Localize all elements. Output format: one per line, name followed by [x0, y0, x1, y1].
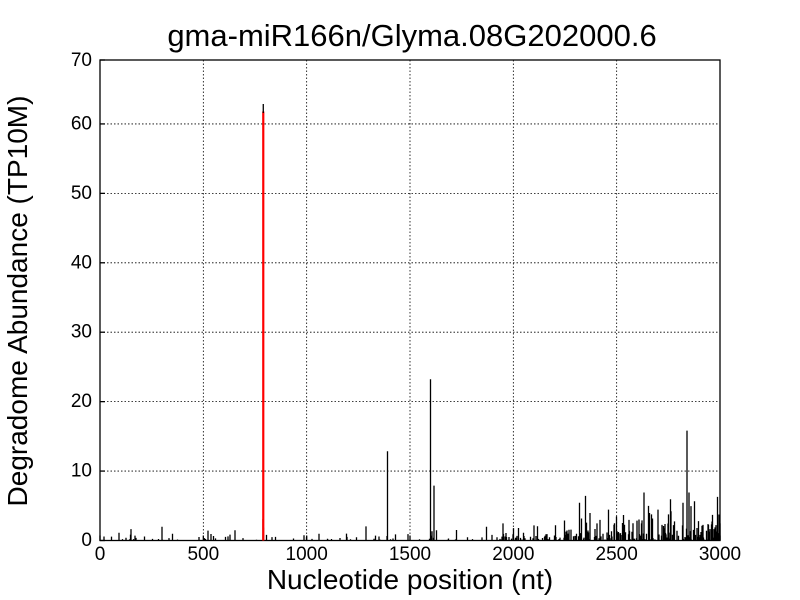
svg-text:0: 0: [95, 544, 106, 565]
svg-text:70: 70: [71, 50, 92, 71]
svg-text:40: 40: [71, 252, 92, 273]
svg-text:2500: 2500: [596, 544, 638, 565]
svg-text:1000: 1000: [286, 544, 328, 565]
svg-text:500: 500: [187, 544, 219, 565]
svg-text:gma-miR166n/Glyma.08G202000.6: gma-miR166n/Glyma.08G202000.6: [167, 18, 656, 53]
svg-text:20: 20: [71, 391, 92, 412]
svg-text:0: 0: [81, 530, 92, 551]
svg-text:50: 50: [71, 183, 92, 204]
svg-text:60: 60: [71, 113, 92, 134]
svg-text:30: 30: [71, 322, 92, 343]
svg-text:3000: 3000: [699, 544, 741, 565]
svg-text:Degradome Abundance (TP10M): Degradome Abundance (TP10M): [2, 96, 33, 507]
svg-text:Nucleotide position (nt): Nucleotide position (nt): [267, 564, 553, 595]
svg-text:2000: 2000: [492, 544, 534, 565]
svg-text:10: 10: [71, 461, 92, 482]
svg-text:1500: 1500: [389, 544, 431, 565]
